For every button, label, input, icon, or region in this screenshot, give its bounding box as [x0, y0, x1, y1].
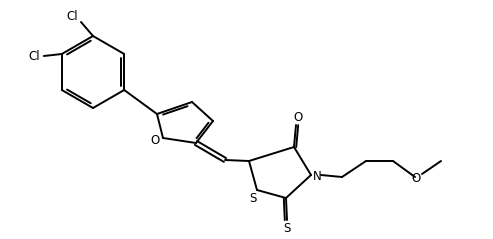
Text: S: S	[249, 192, 257, 206]
Text: O: O	[293, 110, 303, 124]
Text: Cl: Cl	[66, 10, 78, 22]
Text: N: N	[313, 169, 321, 183]
Text: O: O	[150, 135, 160, 147]
Text: S: S	[283, 223, 291, 235]
Text: Cl: Cl	[28, 49, 39, 63]
Text: O: O	[411, 172, 421, 185]
